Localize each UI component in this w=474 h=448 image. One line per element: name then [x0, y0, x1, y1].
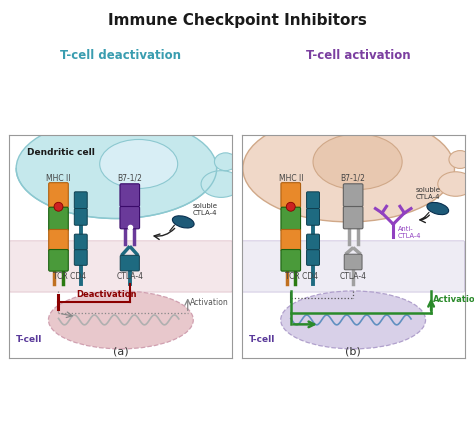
FancyBboxPatch shape — [49, 250, 68, 271]
Text: B7-1/2: B7-1/2 — [118, 174, 142, 183]
FancyBboxPatch shape — [307, 234, 319, 250]
Ellipse shape — [438, 172, 474, 196]
FancyBboxPatch shape — [343, 207, 363, 229]
Ellipse shape — [48, 291, 193, 349]
FancyBboxPatch shape — [49, 183, 68, 207]
Text: soluble
CTLA-4: soluble CTLA-4 — [416, 187, 440, 200]
Text: B7-1/2: B7-1/2 — [341, 174, 365, 183]
FancyBboxPatch shape — [120, 207, 139, 229]
FancyBboxPatch shape — [74, 208, 87, 225]
Ellipse shape — [100, 139, 178, 189]
Ellipse shape — [243, 115, 455, 222]
FancyBboxPatch shape — [49, 229, 68, 251]
Text: T-cell activation: T-cell activation — [306, 49, 410, 62]
Ellipse shape — [173, 216, 194, 228]
Text: (b): (b) — [345, 346, 361, 357]
FancyBboxPatch shape — [281, 250, 301, 271]
Text: T-cell: T-cell — [16, 335, 43, 344]
Ellipse shape — [427, 202, 449, 215]
FancyBboxPatch shape — [281, 229, 301, 251]
Circle shape — [286, 202, 295, 211]
FancyBboxPatch shape — [9, 241, 232, 292]
Text: CTLA-4: CTLA-4 — [340, 271, 366, 281]
Text: MHC II: MHC II — [279, 174, 303, 183]
FancyBboxPatch shape — [344, 254, 362, 270]
Text: Activation: Activation — [190, 297, 228, 306]
Text: Activation: Activation — [433, 295, 474, 304]
Text: TCR CD4: TCR CD4 — [53, 271, 86, 281]
FancyBboxPatch shape — [281, 207, 301, 231]
Text: T-cell: T-cell — [248, 335, 275, 344]
Ellipse shape — [313, 134, 402, 190]
Ellipse shape — [281, 291, 426, 349]
FancyBboxPatch shape — [74, 250, 87, 265]
FancyBboxPatch shape — [307, 250, 319, 265]
FancyBboxPatch shape — [74, 234, 87, 250]
Text: Immune Checkpoint Inhibitors: Immune Checkpoint Inhibitors — [108, 13, 366, 28]
Ellipse shape — [449, 151, 471, 168]
Ellipse shape — [201, 171, 241, 198]
Circle shape — [54, 202, 63, 211]
FancyBboxPatch shape — [120, 255, 139, 271]
Text: TCR CD4: TCR CD4 — [285, 271, 319, 281]
Text: T-cell deactivation: T-cell deactivation — [60, 49, 182, 62]
Text: Anti-
CTLA-4: Anti- CTLA-4 — [398, 226, 421, 239]
Text: Dendritic cell: Dendritic cell — [27, 148, 95, 157]
Ellipse shape — [16, 118, 217, 219]
FancyBboxPatch shape — [74, 192, 87, 208]
Ellipse shape — [214, 153, 237, 171]
FancyBboxPatch shape — [242, 241, 465, 292]
FancyBboxPatch shape — [343, 184, 363, 207]
FancyBboxPatch shape — [281, 183, 301, 207]
FancyBboxPatch shape — [120, 184, 139, 207]
FancyBboxPatch shape — [49, 207, 68, 231]
Text: (a): (a) — [113, 346, 128, 357]
FancyBboxPatch shape — [307, 192, 319, 208]
Text: Deactivation: Deactivation — [76, 289, 137, 298]
Text: CTLA-4: CTLA-4 — [116, 271, 143, 281]
Text: MHC II: MHC II — [46, 174, 71, 183]
FancyBboxPatch shape — [307, 208, 319, 225]
Text: soluble
CTLA-4: soluble CTLA-4 — [192, 203, 217, 216]
